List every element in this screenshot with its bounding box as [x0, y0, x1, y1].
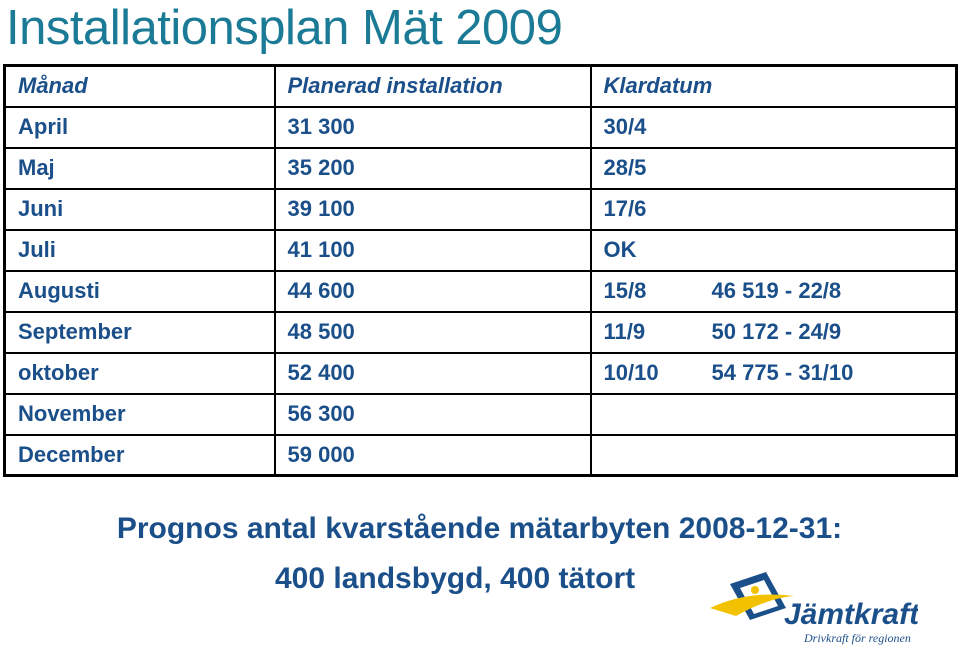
klardatum-value: 15/8: [603, 278, 647, 303]
klardatum-cell: OK: [589, 228, 958, 272]
logo-mark-icon: [710, 572, 794, 620]
month-cell: September: [3, 310, 276, 354]
month-cell: November: [3, 392, 276, 436]
table-row: December 59 000: [3, 433, 958, 477]
klardatum-cell: 28/5: [589, 146, 958, 190]
jamtkraft-logo: Jämtkraft Drivkraft för regionen: [710, 572, 918, 645]
klardatum-note: 50 172 - 24/9: [711, 319, 842, 344]
table-header-row: Månad Planerad installation Klardatum: [3, 64, 958, 108]
table-row: April 31 300 30/4: [3, 105, 958, 149]
table-row: November 56 300: [3, 392, 958, 436]
installation-table: Månad Planerad installation Klardatum Ap…: [3, 64, 958, 477]
page-title: Installationsplan Mät 2009: [6, 1, 563, 55]
table-row: September 48 500 11/9 50 172 - 24/9: [3, 310, 958, 354]
header-month: Månad: [3, 64, 276, 108]
table-row: Juli 41 100 OK: [3, 228, 958, 272]
table-row: Maj 35 200 28/5: [3, 146, 958, 190]
klardatum-value: 10/10: [603, 360, 659, 385]
month-cell: oktober: [3, 351, 276, 395]
planned-cell: 59 000: [273, 433, 592, 477]
klardatum-value: OK: [603, 237, 637, 262]
month-cell: Juli: [3, 228, 276, 272]
month-cell: Juni: [3, 187, 276, 231]
planned-cell: 52 400: [273, 351, 592, 395]
month-cell: Augusti: [3, 269, 276, 313]
klardatum-cell: [589, 392, 958, 436]
planned-cell: 56 300: [273, 392, 592, 436]
klardatum-cell: 15/8 46 519 - 22/8: [589, 269, 958, 313]
klardatum-value: 17/6: [603, 196, 647, 221]
klardatum-value: 11/9: [603, 319, 646, 344]
klardatum-note: 54 775 - 31/10: [711, 360, 854, 385]
klardatum-cell: 17/6: [589, 187, 958, 231]
month-cell: Maj: [3, 146, 276, 190]
planned-cell: 35 200: [273, 146, 592, 190]
klardatum-value: 28/5: [603, 155, 647, 180]
klardatum-cell: 11/9 50 172 - 24/9: [589, 310, 958, 354]
month-cell: December: [3, 433, 276, 477]
table-body: April 31 300 30/4 Maj 35 200 28/5 Juni 39 100 17…: [3, 105, 958, 477]
logo-wordmark: Jämtkraft: [784, 598, 918, 631]
klardatum-cell: 10/10 54 775 - 31/10: [589, 351, 958, 395]
table-row: Juni 39 100 17/6: [3, 187, 958, 231]
table-row: Augusti 44 600 15/8 46 519 - 22/8: [3, 269, 958, 313]
header-planned: Planerad installation: [273, 64, 592, 108]
prognos-line-1: Prognos antal kvarstående mätarbyten 200…: [116, 512, 843, 545]
planned-cell: 31 300: [273, 105, 592, 149]
planned-cell: 48 500: [273, 310, 592, 354]
month-cell: April: [3, 105, 276, 149]
planned-cell: 39 100: [273, 187, 592, 231]
prognos-line-2: 400 landsbygd, 400 tätort: [275, 562, 636, 595]
header-klardatum: Klardatum: [589, 64, 958, 108]
klardatum-value: 30/4: [603, 114, 647, 139]
table-row: oktober 52 400 10/10 54 775 - 31/10: [3, 351, 958, 395]
klardatum-cell: 30/4: [589, 105, 958, 149]
planned-cell: 41 100: [273, 228, 592, 272]
klardatum-note: 46 519 - 22/8: [711, 278, 842, 303]
logo-tagline: Drivkraft för regionen: [803, 631, 911, 645]
planned-cell: 44 600: [273, 269, 592, 313]
klardatum-cell: [589, 433, 958, 477]
